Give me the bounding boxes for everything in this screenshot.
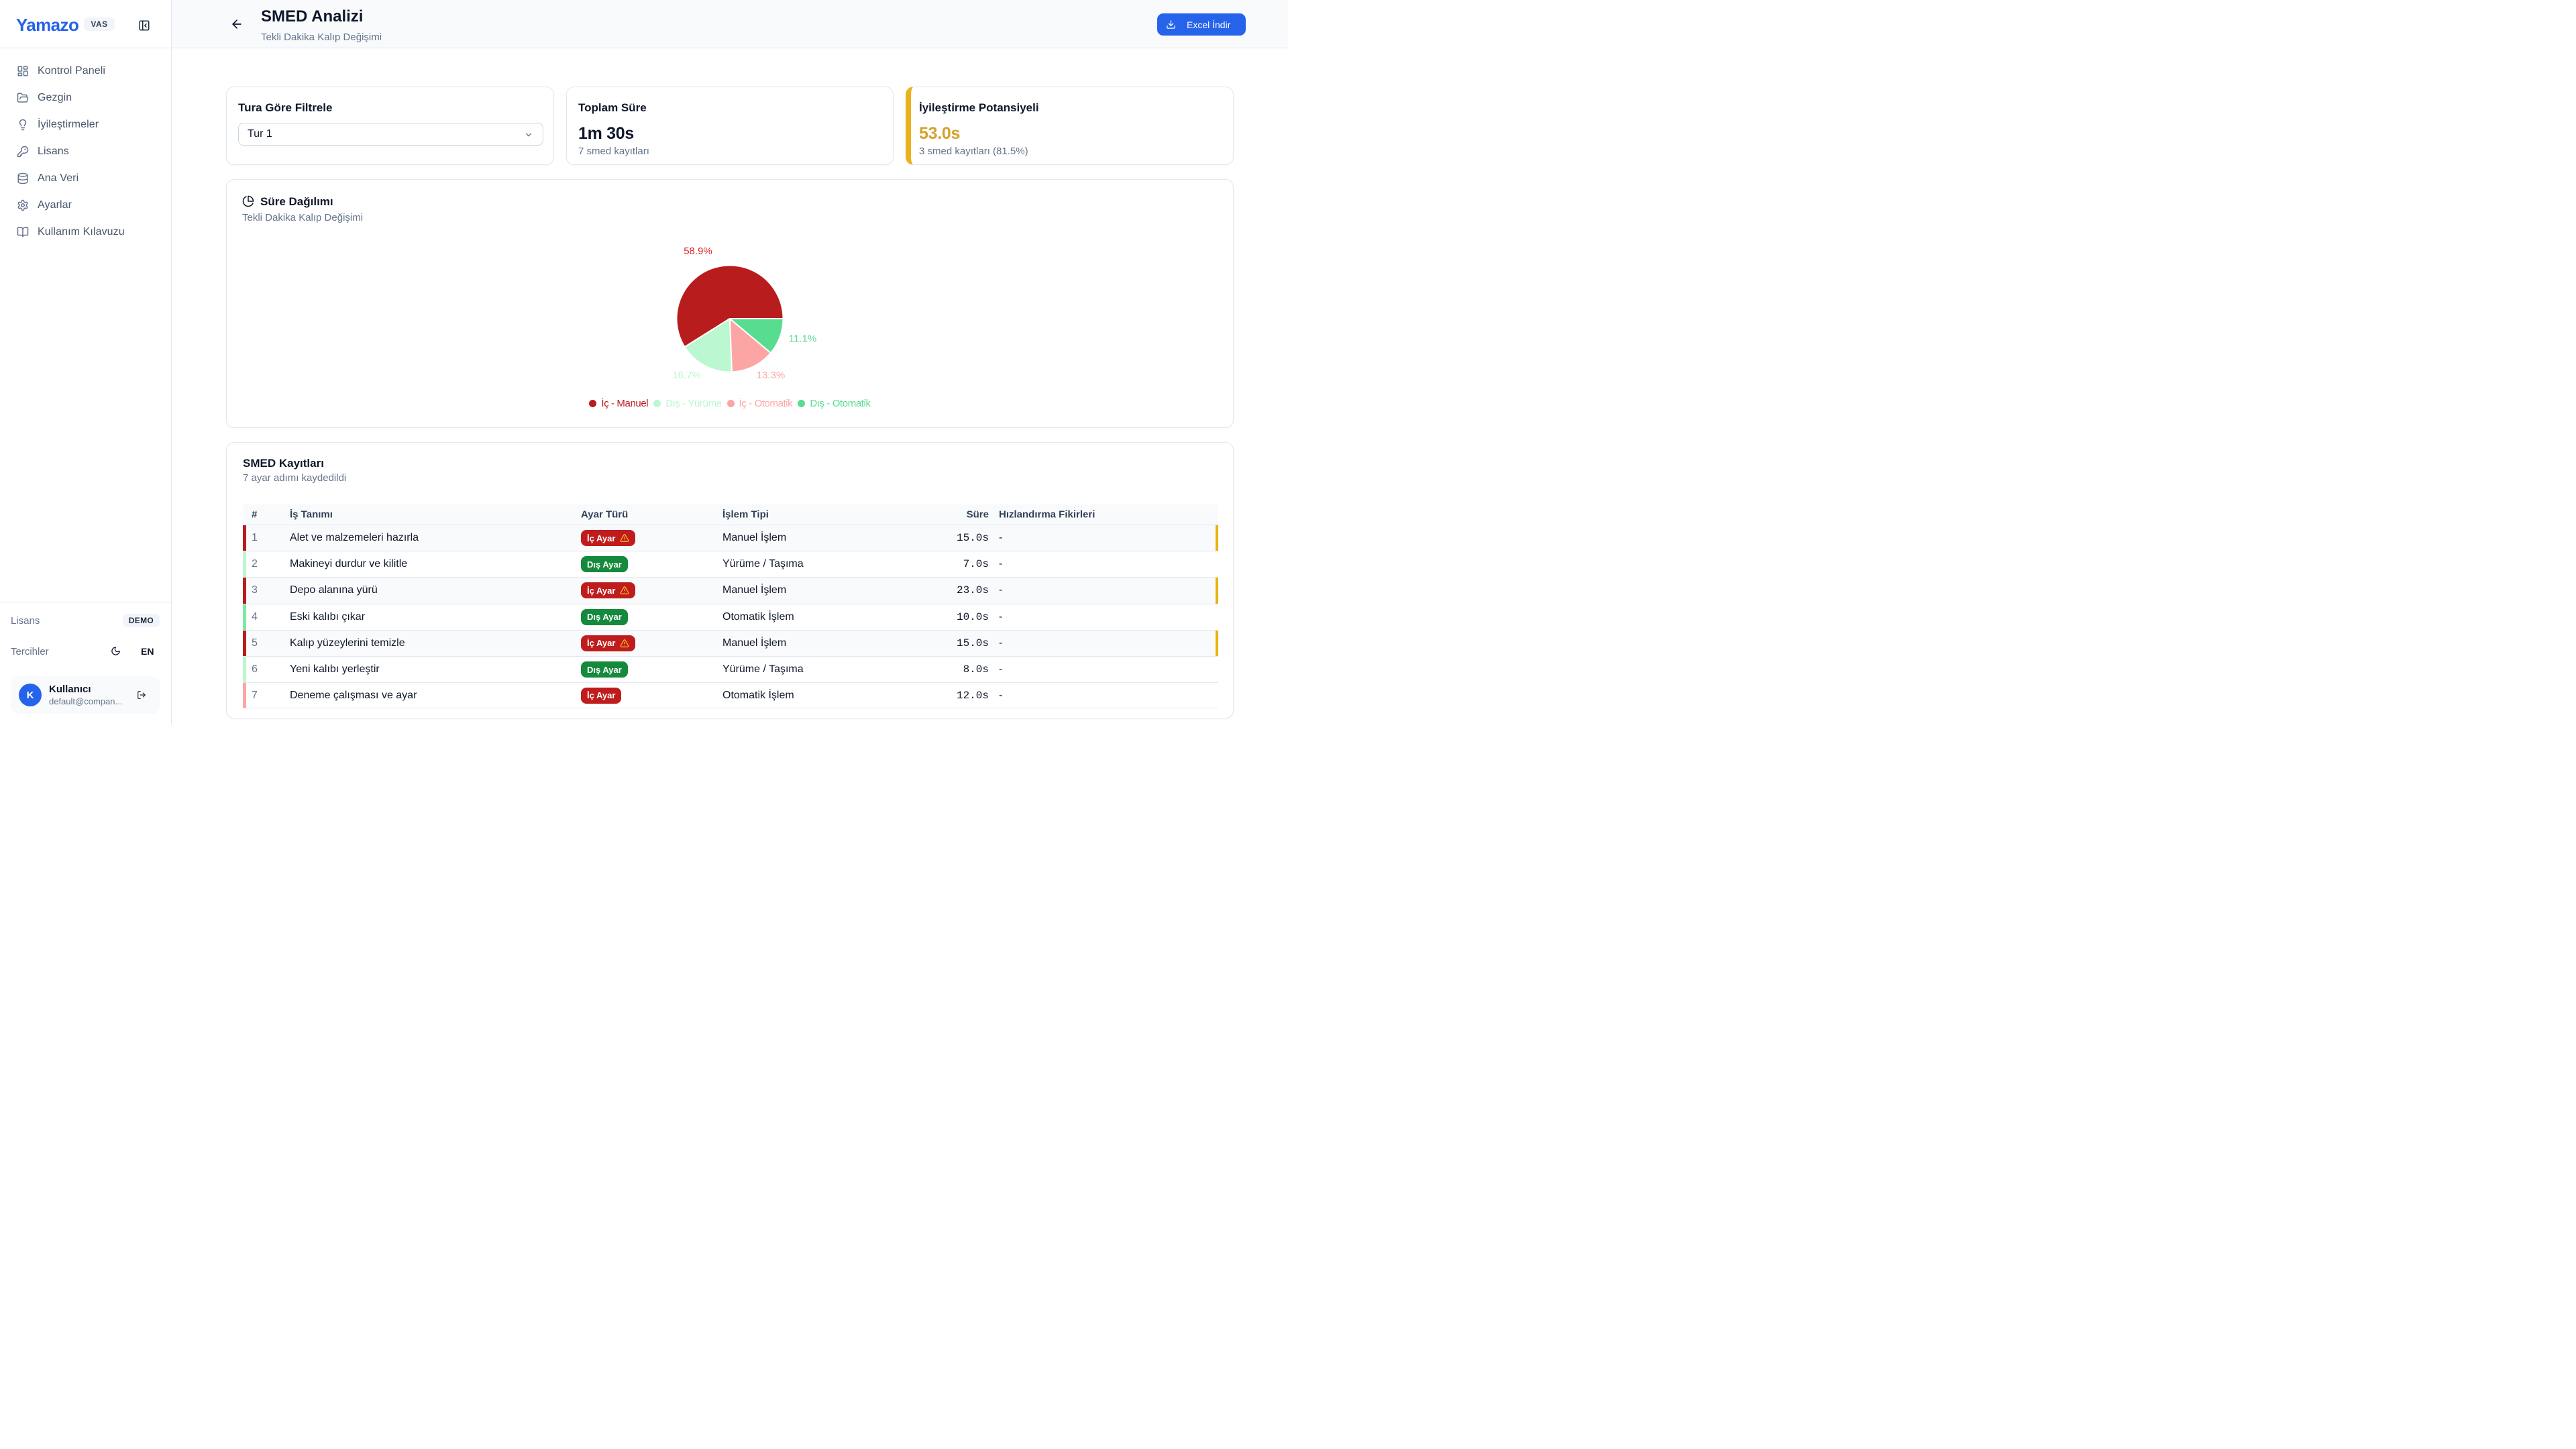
svg-text:11.1%: 11.1%: [789, 333, 816, 345]
svg-text:16.7%: 16.7%: [672, 370, 701, 381]
svg-text:58.9%: 58.9%: [684, 246, 712, 257]
svg-text:13.3%: 13.3%: [757, 370, 786, 381]
